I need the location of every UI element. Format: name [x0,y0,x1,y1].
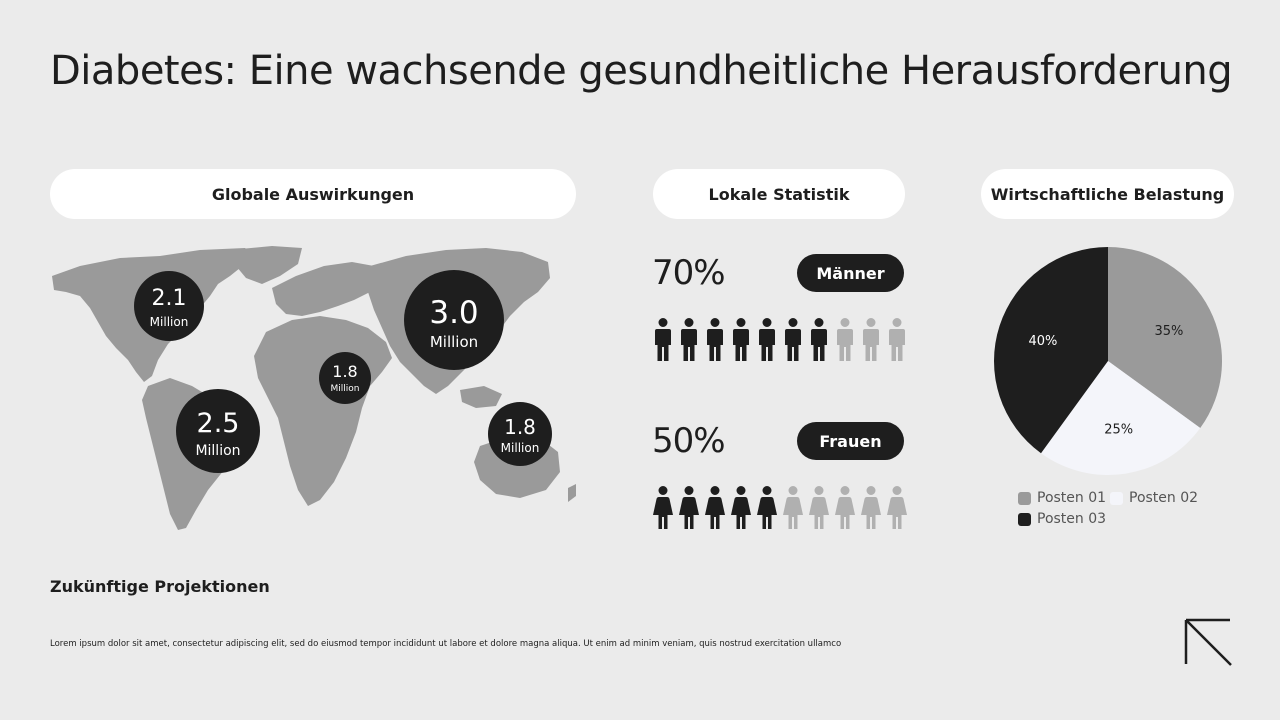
woman-icon [887,486,907,529]
men-icon-row [655,318,905,361]
pie-slice-3 [994,247,1108,454]
bubble-unit: Million [331,384,360,394]
women-percent: 50% [652,421,726,461]
bubble-unit: Million [195,443,240,459]
bubble-value: 3.0 [429,295,478,331]
new-zealand-shape [568,484,576,502]
man-icon [681,318,697,361]
pie-chart: 35% 25% 40% [994,247,1222,475]
section-economic-header: Wirtschaftliche Belastung [981,169,1234,219]
legend-swatch [1018,512,1031,526]
greenland-shape [230,246,302,284]
africa-shape [254,316,392,506]
legend-label: Posten 01 [1037,490,1107,506]
woman-icon [861,486,881,529]
world-map: 2.1 Million 2.5 Million 1.8 Million 3.0 … [52,246,576,530]
bubble-value: 2.5 [197,408,240,439]
legend-item-posten-02: Posten 02 [1110,490,1198,506]
man-icon [863,318,879,361]
islands-shape [460,386,502,408]
pie-slice-label: 35% [1154,324,1183,339]
continents [52,246,576,530]
man-icon [655,318,671,361]
legend-item-posten-01: Posten 01 [1018,490,1106,506]
man-icon [707,318,723,361]
bubble-australia: 1.8 Million [488,402,552,466]
bubble-south-america: 2.5 Million [176,389,260,473]
legend-swatch [1018,491,1031,505]
bubble-value: 1.8 [504,415,536,439]
pie-slice-label: 40% [1028,334,1057,349]
legend-label: Posten 03 [1037,511,1107,527]
legend-swatch [1110,491,1123,505]
men-label: Männer [797,254,904,292]
women-icon-row [653,486,907,529]
projections-heading: Zukünftige Projektionen [50,577,270,596]
bubble-africa: 1.8 Million [319,352,371,404]
bubble-unit: Million [501,441,540,455]
europe-shape [272,262,380,316]
bubble-north-america: 2.1 Million [134,271,204,341]
page-title: Diabetes: Eine wachsende gesundheitliche… [50,48,1233,94]
woman-icon [705,486,725,529]
pie-slice-1 [1108,247,1222,429]
pie-slice-2 [1040,361,1201,475]
bubble-unit: Million [150,315,189,329]
man-icon [811,318,827,361]
section-global-header: Globale Auswirkungen [50,169,576,219]
men-percent: 70% [652,253,726,293]
arrow-up-left-icon [1184,618,1232,666]
women-label: Frauen [797,422,904,460]
woman-icon [783,486,803,529]
section-local-header: Lokale Statistik [653,169,905,219]
woman-icon [653,486,673,529]
man-icon [837,318,853,361]
projections-body: Lorem ipsum dolor sit amet, consectetur … [50,639,842,649]
man-icon [759,318,775,361]
bubble-value: 2.1 [152,286,187,311]
bubble-asia: 3.0 Million [404,270,504,370]
woman-icon [757,486,777,529]
legend-item-posten-03: Posten 03 [1018,511,1106,527]
bubble-unit: Million [430,333,478,351]
map-bubbles: 2.1 Million 2.5 Million 1.8 Million 3.0 … [134,270,552,473]
man-icon [733,318,749,361]
pie-slice-label: 25% [1104,423,1133,438]
woman-icon [835,486,855,529]
bubble-value: 1.8 [332,362,357,381]
woman-icon [809,486,829,529]
man-icon [785,318,801,361]
man-icon [889,318,905,361]
legend-label: Posten 02 [1129,490,1199,506]
woman-icon [679,486,699,529]
woman-icon [731,486,751,529]
